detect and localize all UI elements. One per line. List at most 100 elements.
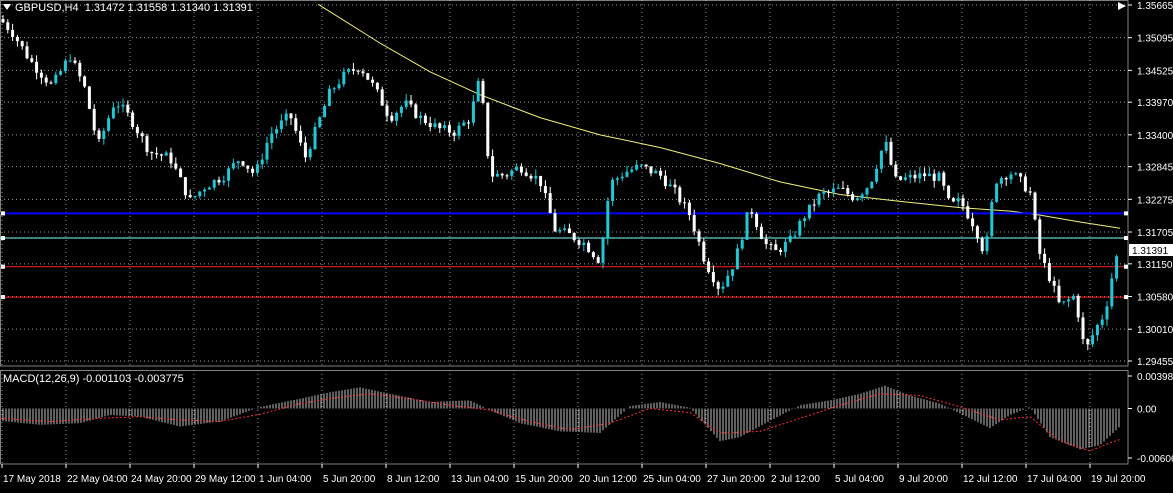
candle-body — [15, 36, 19, 42]
candle-body — [971, 218, 975, 227]
candle-body — [438, 123, 442, 129]
candle-body — [812, 204, 816, 206]
candle-body — [548, 193, 552, 214]
candle-body — [913, 174, 917, 179]
price-axis-label: 1.32275 — [1137, 195, 1173, 206]
candle-body — [126, 104, 130, 113]
level-handle-right — [1124, 211, 1128, 216]
candle-body — [68, 60, 72, 62]
candle-body — [817, 193, 821, 205]
candle-body — [49, 82, 53, 84]
candle-body — [841, 187, 845, 189]
candle-body — [332, 88, 336, 90]
candle-body — [428, 123, 432, 128]
price-axis-label: 1.35665 — [1137, 1, 1173, 12]
candle-body — [534, 175, 538, 179]
candle-body — [798, 220, 802, 236]
candle-body — [395, 112, 399, 121]
candle-body — [347, 69, 351, 72]
candle-body — [779, 250, 783, 252]
candle-body — [591, 252, 595, 258]
candle-body — [639, 164, 643, 166]
candle-body — [851, 194, 855, 201]
candle-body — [471, 101, 475, 123]
candle-body — [1028, 191, 1032, 193]
candle-body — [375, 82, 379, 90]
candle-body — [793, 235, 797, 237]
candle-body — [121, 104, 125, 107]
candle-body — [831, 188, 835, 192]
candle-body — [423, 115, 427, 124]
price-axis-label: 1.33970 — [1137, 98, 1173, 109]
candle-body — [908, 174, 912, 178]
candle-body — [539, 175, 543, 187]
candle-body — [361, 71, 365, 74]
candle-body — [246, 165, 250, 169]
time-axis-label: 17 May 2018 — [3, 474, 61, 485]
candle-body — [630, 169, 634, 172]
candle-body — [860, 194, 864, 199]
candle-body — [827, 191, 831, 193]
macd-axis-label: 0.00 — [1137, 405, 1157, 416]
candle-body — [1071, 295, 1075, 300]
candle-body — [116, 106, 120, 108]
candle-body — [467, 122, 471, 124]
candle-body — [740, 239, 744, 249]
candle-body — [663, 175, 667, 187]
candle-body — [975, 226, 979, 239]
candle-body — [999, 178, 1003, 184]
candle-body — [227, 168, 231, 181]
candle-body — [275, 129, 279, 134]
level-handle-left — [1, 264, 5, 269]
candle-body — [855, 198, 859, 201]
candle-body — [716, 282, 720, 289]
candle-body — [903, 177, 907, 180]
candle-body — [985, 236, 989, 252]
candle-body — [39, 72, 43, 78]
candle-body — [524, 172, 528, 176]
candle-body — [601, 238, 605, 263]
current-price-label: 1.31391 — [1132, 246, 1169, 257]
candle-body — [44, 77, 48, 83]
candle-body — [327, 88, 331, 107]
time-axis-label: 1 Jun 04:00 — [259, 474, 312, 485]
candle-body — [380, 89, 384, 106]
candle-body — [198, 191, 202, 197]
time-axis-label: 29 May 12:00 — [195, 474, 256, 485]
candle-body — [1043, 253, 1047, 264]
candle-body — [644, 164, 648, 167]
candle-body — [707, 261, 711, 273]
candle-body — [577, 240, 581, 245]
candle-body — [107, 118, 111, 131]
candle-body — [241, 161, 245, 166]
candle-body — [6, 22, 10, 30]
candle-body — [131, 112, 135, 128]
candle-body — [635, 164, 639, 170]
candle-body — [145, 136, 149, 152]
level-handle-left — [1, 295, 5, 300]
candle-body — [150, 151, 154, 154]
candle-body — [759, 226, 763, 240]
candle-body — [563, 228, 567, 230]
candle-body — [270, 133, 274, 143]
candle-body — [390, 115, 394, 121]
candle-body — [558, 229, 562, 232]
macd-header: MACD(12,26,9) -0.001103 -0.003775 — [3, 373, 184, 385]
candle-body — [457, 125, 461, 136]
candle-body — [606, 201, 610, 239]
candle-body — [236, 161, 240, 164]
candle-body — [553, 213, 557, 232]
candle-body — [447, 125, 451, 133]
price-axis-label: 1.31705 — [1137, 228, 1173, 239]
time-axis-label: 17 Jul 04:00 — [1027, 474, 1082, 485]
candle-body — [961, 198, 965, 207]
candle-body — [385, 105, 389, 116]
current-price-box — [1129, 244, 1173, 257]
candle-body — [207, 187, 211, 190]
time-axis-label: 25 Jun 04:00 — [643, 474, 701, 485]
candle-body — [932, 173, 936, 181]
candle-body — [726, 275, 730, 287]
candle-body — [788, 235, 792, 242]
